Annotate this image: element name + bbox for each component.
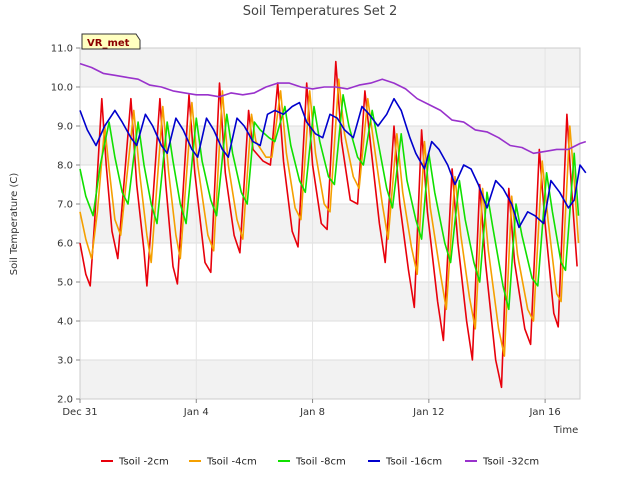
legend-label: Tsoil -16cm: [385, 457, 442, 468]
y-axis-label: Soil Temperature (C): [9, 173, 20, 276]
x-tick-label: Jan 4: [183, 407, 209, 418]
series-line-tsoil-4cm: [79, 78, 580, 357]
plot-frame: [79, 47, 581, 400]
legend-label: Tsoil -2cm: [118, 457, 169, 468]
x-tick-label: Jan 12: [412, 407, 444, 418]
x-tick-label: Jan 8: [299, 407, 325, 418]
legend-label: Tsoil -8cm: [295, 457, 346, 468]
x-axis-label: Time: [553, 425, 578, 436]
y-tick-label: 7.0: [57, 200, 73, 211]
series-line-tsoil-16cm: [79, 97, 587, 229]
legend-label: Tsoil -4cm: [206, 457, 257, 468]
background-band: [80, 48, 580, 87]
y-tick-label: 10.0: [51, 83, 73, 94]
chart-title: Soil Temperatures Set 2: [243, 4, 398, 19]
background-band: [80, 321, 580, 360]
badge-text: VR_met: [87, 38, 130, 49]
legend: Tsoil -2cm Tsoil -4cm Tsoil -8cm Tsoil -16c…: [101, 457, 539, 468]
badge-box: [81, 33, 141, 50]
y-tick-label: 9.0: [57, 122, 73, 133]
background-band: [80, 87, 580, 126]
series-line-tsoil-2cm: [79, 60, 578, 389]
x-tick-label: Dec 31: [62, 407, 97, 418]
x-axis-ticks: Dec 31 Jan 4 Jan 8 Jan 12 Jan 16: [62, 399, 561, 418]
y-axis-ticks: 2.0 3.0 4.0 5.0 6.0 7.0 8.0 9.0 10.0 11.0: [51, 44, 80, 406]
y-tick-label: 6.0: [57, 239, 73, 250]
y-tick-label: 5.0: [57, 278, 73, 289]
y-tick-label: 2.0: [57, 395, 73, 406]
legend-label: Tsoil -32cm: [482, 457, 539, 468]
background-band: [80, 360, 580, 399]
y-tick-label: 8.0: [57, 161, 73, 172]
y-tick-label: 11.0: [51, 44, 73, 55]
series-line-tsoil-32cm: [79, 62, 587, 155]
y-tick-label: 3.0: [57, 356, 73, 367]
y-tick-label: 4.0: [57, 317, 73, 328]
station-badge: VR_met: [81, 33, 141, 50]
series-lines: [79, 60, 587, 389]
x-tick-label: Jan 16: [528, 407, 560, 418]
series-line-tsoil-8cm: [79, 94, 580, 311]
